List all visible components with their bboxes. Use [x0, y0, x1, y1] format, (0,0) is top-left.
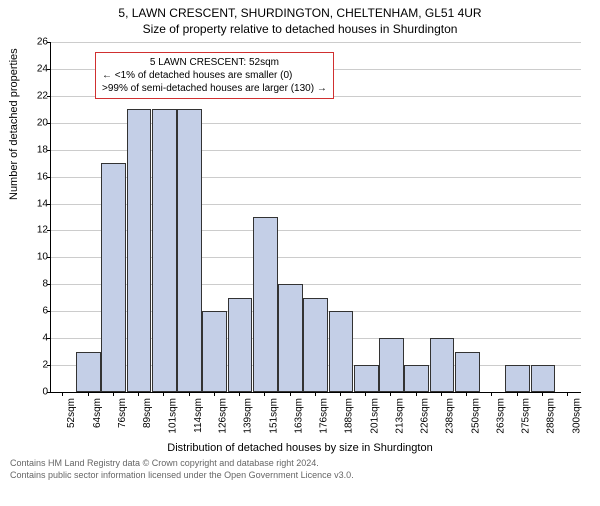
- x-tick-mark: [214, 392, 215, 396]
- bar: [531, 365, 556, 392]
- x-tick-mark: [88, 392, 89, 396]
- x-tick-mark: [567, 392, 568, 396]
- x-tick-mark: [138, 392, 139, 396]
- y-tick-label: 2: [18, 360, 48, 371]
- x-tick-label: 226sqm: [420, 398, 431, 434]
- x-tick-mark: [113, 392, 114, 396]
- bar: [202, 311, 227, 392]
- x-tick-mark: [315, 392, 316, 396]
- x-tick-label: 250sqm: [470, 398, 481, 434]
- y-tick-label: 26: [18, 37, 48, 48]
- grid-line: [51, 42, 581, 43]
- x-tick-mark: [239, 392, 240, 396]
- footer-line2: Contains public sector information licen…: [10, 470, 600, 482]
- bar: [505, 365, 530, 392]
- annotation-box: 5 LAWN CRESCENT: 52sqm ← <1% of detached…: [95, 52, 334, 99]
- x-tick-label: 151sqm: [268, 398, 279, 434]
- bar: [177, 109, 202, 392]
- bar: [76, 352, 101, 392]
- x-tick-label: 139sqm: [243, 398, 254, 434]
- annotation-line1: 5 LAWN CRESCENT: 52sqm: [102, 56, 327, 69]
- y-tick-label: 4: [18, 333, 48, 344]
- bar: [455, 352, 480, 392]
- bar: [379, 338, 404, 392]
- bar: [101, 163, 126, 392]
- y-tick-label: 10: [18, 252, 48, 263]
- x-tick-label: 52sqm: [66, 398, 77, 428]
- x-tick-label: 163sqm: [294, 398, 305, 434]
- chart-title-main: 5, LAWN CRESCENT, SHURDINGTON, CHELTENHA…: [0, 6, 600, 20]
- y-tick-label: 8: [18, 279, 48, 290]
- annotation-line2: ← <1% of detached houses are smaller (0): [102, 69, 327, 82]
- bar: [303, 298, 328, 392]
- x-tick-mark: [290, 392, 291, 396]
- x-tick-label: 263sqm: [495, 398, 506, 434]
- bar: [152, 109, 177, 392]
- bar: [278, 284, 303, 392]
- footer-line1: Contains HM Land Registry data © Crown c…: [10, 458, 600, 470]
- x-tick-mark: [62, 392, 63, 396]
- bar: [354, 365, 379, 392]
- x-tick-label: 201sqm: [369, 398, 380, 434]
- y-tick-label: 0: [18, 387, 48, 398]
- x-tick-label: 114sqm: [193, 398, 204, 433]
- bar: [329, 311, 354, 392]
- annotation-line3: >99% of semi-detached houses are larger …: [102, 82, 327, 95]
- chart-title-sub: Size of property relative to detached ho…: [0, 22, 600, 36]
- x-tick-mark: [163, 392, 164, 396]
- x-tick-label: 64sqm: [92, 398, 103, 428]
- y-tick-label: 18: [18, 144, 48, 155]
- x-tick-label: 288sqm: [546, 398, 557, 434]
- x-tick-label: 300sqm: [571, 398, 582, 434]
- footer: Contains HM Land Registry data © Crown c…: [10, 458, 600, 481]
- bar: [404, 365, 429, 392]
- x-tick-mark: [466, 392, 467, 396]
- x-tick-mark: [264, 392, 265, 396]
- x-tick-label: 89sqm: [142, 398, 153, 428]
- x-axis-label: Distribution of detached houses by size …: [0, 442, 600, 454]
- x-tick-label: 126sqm: [218, 398, 229, 434]
- bar: [430, 338, 455, 392]
- x-tick-label: 275sqm: [521, 398, 532, 434]
- y-tick-label: 14: [18, 198, 48, 209]
- x-tick-label: 213sqm: [394, 398, 405, 434]
- chart-area: 5 LAWN CRESCENT: 52sqm ← <1% of detached…: [50, 42, 580, 392]
- y-tick-label: 22: [18, 90, 48, 101]
- y-tick-label: 6: [18, 306, 48, 317]
- x-tick-label: 76sqm: [117, 398, 128, 428]
- bar: [127, 109, 152, 392]
- x-tick-mark: [189, 392, 190, 396]
- x-tick-mark: [542, 392, 543, 396]
- x-tick-label: 188sqm: [344, 398, 355, 434]
- x-tick-mark: [365, 392, 366, 396]
- x-tick-label: 101sqm: [167, 398, 178, 434]
- bar: [253, 217, 278, 392]
- x-tick-label: 238sqm: [445, 398, 456, 434]
- x-tick-label: 176sqm: [319, 398, 330, 434]
- y-tick-label: 24: [18, 63, 48, 74]
- x-tick-mark: [340, 392, 341, 396]
- x-tick-mark: [441, 392, 442, 396]
- y-tick-label: 20: [18, 117, 48, 128]
- bar: [228, 298, 253, 392]
- x-tick-mark: [416, 392, 417, 396]
- x-tick-mark: [491, 392, 492, 396]
- x-tick-mark: [517, 392, 518, 396]
- x-tick-mark: [390, 392, 391, 396]
- y-tick-label: 12: [18, 225, 48, 236]
- y-tick-label: 16: [18, 171, 48, 182]
